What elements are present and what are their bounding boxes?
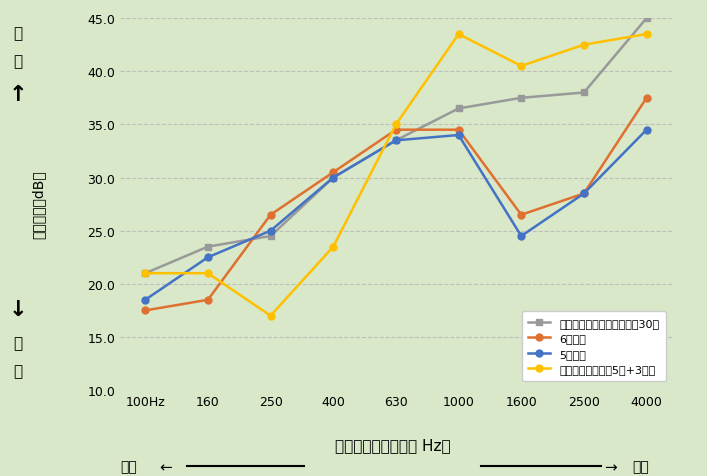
Text: 高: 高 (13, 26, 22, 41)
Text: ←: ← (159, 459, 172, 474)
Text: 高音: 高音 (633, 459, 650, 474)
Text: →: → (604, 459, 617, 474)
Text: 防音性能「dB」: 防音性能「dB」 (32, 170, 46, 239)
Text: い: い (13, 54, 22, 69)
Text: 低: 低 (13, 335, 22, 350)
Legend: 防音ガラス（ラミシャット30）, 6㎜単板, 5㎜単板, 異厘透明ガラス（5㎜+3㎜）: 防音ガラス（ラミシャット30）, 6㎜単板, 5㎜単板, 異厘透明ガラス（5㎜+… (522, 311, 666, 381)
Text: 低音: 低音 (120, 459, 137, 474)
Text: ↓: ↓ (8, 299, 27, 319)
Text: 騒音の高さ（周波数 Hz）: 騒音の高さ（周波数 Hz） (334, 437, 450, 453)
Text: い: い (13, 364, 22, 379)
Text: ↑: ↑ (8, 85, 27, 105)
